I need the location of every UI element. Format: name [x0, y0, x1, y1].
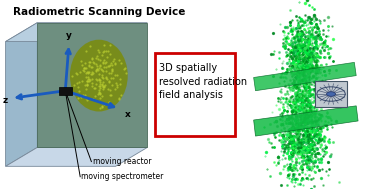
- Text: y: y: [66, 31, 72, 40]
- Ellipse shape: [70, 40, 128, 112]
- Bar: [155, 53, 235, 136]
- Polygon shape: [6, 23, 37, 166]
- Polygon shape: [37, 23, 147, 147]
- Polygon shape: [6, 147, 147, 166]
- Text: moving reactor: moving reactor: [93, 157, 151, 166]
- Polygon shape: [254, 106, 358, 136]
- Text: Radiometric Scanning Device: Radiometric Scanning Device: [13, 7, 185, 17]
- Text: z: z: [2, 96, 7, 105]
- Bar: [315, 81, 347, 107]
- Text: moving spectrometer: moving spectrometer: [81, 172, 164, 181]
- Polygon shape: [254, 62, 356, 91]
- Bar: [59, 87, 72, 95]
- Text: x: x: [125, 110, 131, 119]
- Circle shape: [327, 92, 336, 96]
- Text: 3D spatially
resolved radiation
field analysis: 3D spatially resolved radiation field an…: [159, 63, 247, 100]
- Polygon shape: [6, 23, 147, 42]
